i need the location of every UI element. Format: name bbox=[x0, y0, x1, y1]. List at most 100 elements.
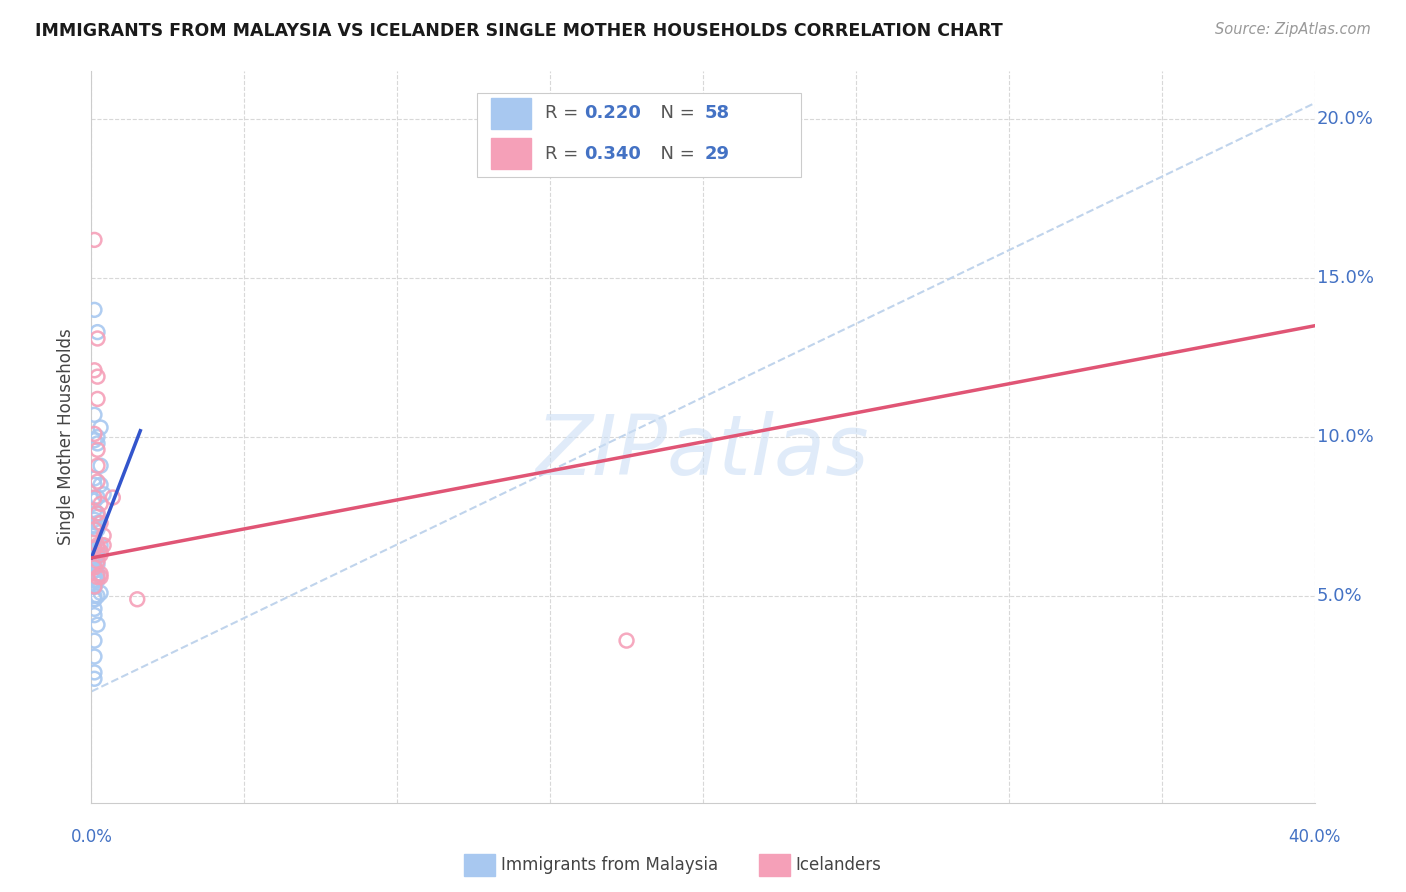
Point bbox=[83, 672, 105, 686]
Point bbox=[90, 538, 112, 552]
Text: ZIPatlas: ZIPatlas bbox=[536, 411, 870, 492]
Text: 29: 29 bbox=[704, 145, 730, 162]
Point bbox=[83, 633, 105, 648]
Point bbox=[93, 538, 115, 552]
Point bbox=[83, 558, 105, 572]
Point bbox=[83, 548, 105, 562]
Text: Source: ZipAtlas.com: Source: ZipAtlas.com bbox=[1215, 22, 1371, 37]
Point bbox=[83, 554, 105, 568]
Point bbox=[86, 541, 108, 556]
Point bbox=[83, 570, 105, 584]
Point bbox=[83, 665, 105, 680]
Point bbox=[86, 436, 108, 450]
Point bbox=[83, 608, 105, 623]
Point bbox=[127, 592, 149, 607]
Text: 15.0%: 15.0% bbox=[1317, 269, 1374, 287]
Point bbox=[83, 602, 105, 616]
Point bbox=[86, 554, 108, 568]
Point bbox=[86, 458, 108, 473]
Text: Icelanders: Icelanders bbox=[796, 856, 882, 874]
Point bbox=[86, 558, 108, 572]
Text: 10.0%: 10.0% bbox=[1317, 428, 1374, 446]
Point bbox=[83, 408, 105, 422]
Text: 0.340: 0.340 bbox=[585, 145, 641, 162]
Point bbox=[86, 369, 108, 384]
Point bbox=[86, 475, 108, 489]
Text: 20.0%: 20.0% bbox=[1317, 110, 1374, 128]
Point bbox=[83, 426, 105, 441]
Point bbox=[90, 544, 112, 558]
Point bbox=[83, 541, 105, 556]
Point bbox=[616, 633, 638, 648]
Point bbox=[86, 589, 108, 603]
Point bbox=[83, 513, 105, 527]
Point bbox=[93, 529, 115, 543]
FancyBboxPatch shape bbox=[477, 94, 801, 178]
Point bbox=[86, 442, 108, 457]
Point bbox=[83, 564, 105, 578]
Point bbox=[83, 541, 105, 556]
Text: IMMIGRANTS FROM MALAYSIA VS ICELANDER SINGLE MOTHER HOUSEHOLDS CORRELATION CHART: IMMIGRANTS FROM MALAYSIA VS ICELANDER SI… bbox=[35, 22, 1002, 40]
Point bbox=[83, 589, 105, 603]
Point bbox=[83, 233, 105, 247]
Point bbox=[83, 529, 105, 543]
Point bbox=[90, 586, 112, 600]
Point bbox=[90, 566, 112, 581]
Point bbox=[86, 516, 108, 530]
Point bbox=[86, 570, 108, 584]
Text: 5.0%: 5.0% bbox=[1317, 587, 1362, 605]
Point bbox=[83, 522, 105, 536]
Point bbox=[83, 363, 105, 377]
Point bbox=[101, 491, 124, 505]
Point bbox=[90, 420, 112, 434]
Point bbox=[83, 544, 105, 558]
Point bbox=[83, 564, 105, 578]
Point bbox=[86, 538, 108, 552]
Point bbox=[83, 471, 105, 485]
Point bbox=[86, 566, 108, 581]
Point bbox=[83, 592, 105, 607]
Point bbox=[83, 477, 105, 491]
Point bbox=[86, 430, 108, 444]
Text: N =: N = bbox=[650, 104, 700, 122]
Point bbox=[83, 573, 105, 587]
Text: 58: 58 bbox=[704, 104, 730, 122]
Text: Immigrants from Malaysia: Immigrants from Malaysia bbox=[501, 856, 717, 874]
Y-axis label: Single Mother Households: Single Mother Households bbox=[58, 329, 76, 545]
Point bbox=[83, 493, 105, 508]
Point bbox=[83, 580, 105, 594]
Point bbox=[86, 507, 108, 521]
Point bbox=[90, 497, 112, 511]
Point bbox=[86, 548, 108, 562]
Point bbox=[86, 325, 108, 339]
Point bbox=[83, 560, 105, 574]
Text: R =: R = bbox=[546, 104, 585, 122]
Point bbox=[83, 564, 105, 578]
Point bbox=[86, 509, 108, 524]
FancyBboxPatch shape bbox=[491, 98, 530, 128]
Point bbox=[83, 491, 105, 505]
Point bbox=[86, 617, 108, 632]
Text: 40.0%: 40.0% bbox=[1288, 829, 1341, 847]
Point bbox=[83, 550, 105, 565]
FancyBboxPatch shape bbox=[491, 138, 530, 169]
Point bbox=[83, 519, 105, 533]
Point bbox=[86, 331, 108, 345]
Point bbox=[90, 458, 112, 473]
Point bbox=[83, 573, 105, 587]
Point bbox=[83, 550, 105, 565]
Point bbox=[83, 573, 105, 587]
Point bbox=[83, 503, 105, 517]
Text: R =: R = bbox=[546, 145, 585, 162]
Point bbox=[90, 516, 112, 530]
Point bbox=[83, 649, 105, 664]
Text: 0.0%: 0.0% bbox=[70, 829, 112, 847]
Point bbox=[86, 392, 108, 406]
Point bbox=[93, 487, 115, 501]
Point bbox=[83, 532, 105, 546]
Text: 0.220: 0.220 bbox=[585, 104, 641, 122]
Point bbox=[83, 592, 105, 607]
Point bbox=[83, 302, 105, 317]
Point bbox=[90, 570, 112, 584]
Point bbox=[86, 573, 108, 587]
